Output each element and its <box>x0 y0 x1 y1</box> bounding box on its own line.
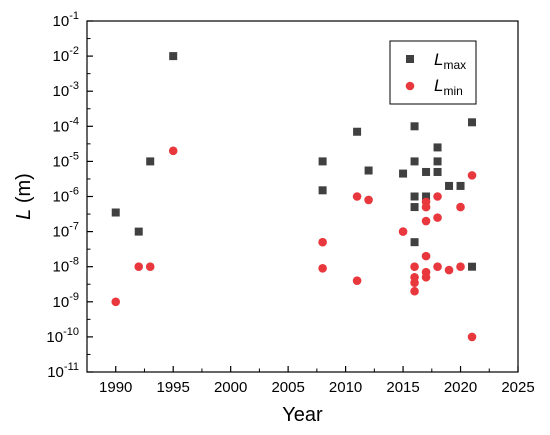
point-min <box>318 237 327 247</box>
point-min <box>421 272 431 282</box>
tick-labels: 1990 1995 2000 2005 2010 2015 2020 2025 10-1 10-2… <box>46 10 534 396</box>
y-tick-label: 10-9 <box>53 291 79 311</box>
point-min <box>433 262 442 272</box>
legend-marker-max <box>406 55 414 63</box>
y-tick-label: 10-7 <box>53 221 79 241</box>
point-max <box>410 203 419 212</box>
point-min <box>433 192 442 201</box>
point-min <box>168 146 178 156</box>
data-points <box>111 52 477 342</box>
legend-label-min: Lmin <box>434 76 463 98</box>
point-max <box>410 122 419 131</box>
x-tick-label: 2015 <box>386 379 419 396</box>
x-tick-label: 2020 <box>444 379 477 396</box>
x-tick-label: 1995 <box>157 379 190 396</box>
point-max <box>433 157 442 166</box>
point-max <box>433 167 442 176</box>
point-min <box>456 262 465 272</box>
y-tick-label: 10-10 <box>46 326 79 346</box>
point-max <box>422 192 431 201</box>
y-tick-label: 10-1 <box>53 10 79 30</box>
x-tick-label: 1990 <box>99 379 132 396</box>
y-tick-label: 10-3 <box>53 80 79 100</box>
y-tick-label: 10-11 <box>47 361 79 381</box>
point-max <box>169 52 178 61</box>
point-max <box>468 262 477 271</box>
point-max <box>134 227 143 236</box>
point-min <box>444 265 454 275</box>
point-min <box>467 171 477 180</box>
y-tick-label: 10-2 <box>53 45 79 65</box>
point-max <box>422 167 431 176</box>
point-min <box>421 202 431 212</box>
point-min <box>410 286 419 296</box>
plot-area-frame <box>86 20 519 373</box>
point-min <box>134 262 144 272</box>
x-tick-label: 2000 <box>214 379 247 396</box>
point-max <box>318 157 327 166</box>
point-min <box>111 297 121 307</box>
point-min <box>364 195 373 205</box>
point-min <box>421 216 431 226</box>
point-max <box>111 208 120 217</box>
point-max <box>353 127 362 136</box>
y-axis-symbol: L <box>13 209 35 220</box>
point-min <box>433 213 442 222</box>
legend-box <box>389 40 477 105</box>
point-max <box>410 157 419 166</box>
point-min <box>421 251 431 261</box>
x-tick-label: 2005 <box>271 379 304 396</box>
point-min <box>410 262 419 272</box>
point-max <box>433 143 442 152</box>
point-max <box>468 118 477 127</box>
point-min <box>318 264 327 273</box>
point-min <box>352 192 362 201</box>
point-min <box>410 278 419 288</box>
point-max <box>456 181 465 190</box>
point-min <box>398 227 408 236</box>
y-axis-title: L (m) <box>13 173 35 220</box>
x-tick-label: 2025 <box>501 379 534 396</box>
y-tick-label: 10-6 <box>53 186 79 206</box>
x-axis-title: Year <box>282 404 323 426</box>
point-max <box>146 157 155 166</box>
point-max <box>364 166 373 175</box>
point-max <box>318 186 327 195</box>
legend-marker-min <box>405 81 415 91</box>
point-min <box>456 202 465 212</box>
point-max <box>399 169 408 178</box>
point-max <box>410 192 419 201</box>
y-tick-label: 10-8 <box>53 256 79 276</box>
point-min <box>352 276 362 285</box>
x-tick-label: 2010 <box>329 379 362 396</box>
legend: Lmax Lmin <box>389 40 477 105</box>
y-tick-label: 10-4 <box>53 115 79 135</box>
y-tick-label: 10-5 <box>53 150 79 170</box>
point-max <box>410 238 419 247</box>
y-axis-unit: (m) <box>13 173 35 209</box>
point-min <box>145 262 155 272</box>
legend-label-max: Lmax <box>434 50 466 72</box>
point-max <box>445 181 454 190</box>
point-min <box>467 332 477 342</box>
